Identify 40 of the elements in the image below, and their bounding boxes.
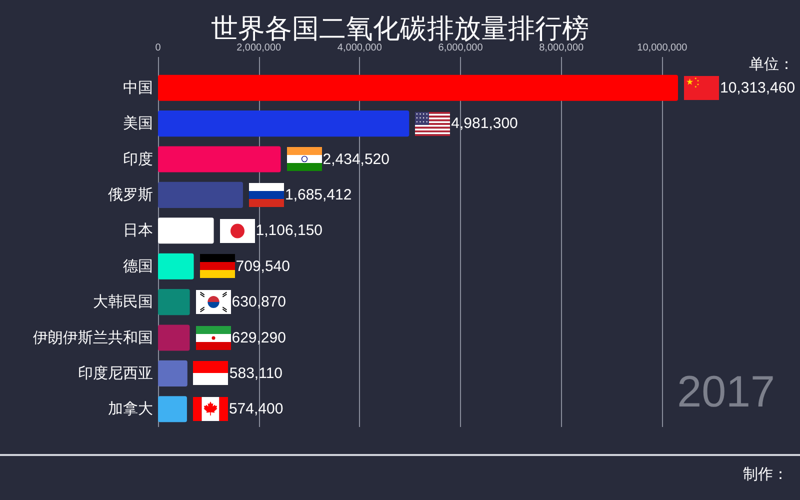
bar <box>158 146 281 172</box>
y-tick-label: 俄罗斯 <box>108 186 153 204</box>
data-label: 1,106,150 <box>256 222 323 240</box>
data-label: 1,685,412 <box>284 186 352 204</box>
text: 制作： <box>743 466 788 483</box>
data-label: 2,434,520 <box>322 150 390 168</box>
x-tick-label: 10,000,000 <box>637 42 688 54</box>
data-label: 629,290 <box>232 329 286 346</box>
data-label: 10,313,460 <box>720 79 796 96</box>
x-tick-label: 0 <box>155 42 162 54</box>
y-tick-label: 伊朗伊斯兰共和国 <box>33 329 153 346</box>
y-tick-label: 日本 <box>123 222 153 240</box>
x-tick-label: 6,000,000 <box>438 42 484 54</box>
data-label: 4,981,300 <box>451 115 518 132</box>
bar <box>158 396 187 422</box>
y-tick-label: 加拿大 <box>108 400 153 418</box>
bar <box>158 253 194 280</box>
bar <box>158 74 678 101</box>
data-label: 574,400 <box>228 400 284 418</box>
x-tick-label: 8,000,000 <box>539 42 584 54</box>
bar <box>158 360 188 386</box>
y-tick-label: 大韩民国 <box>93 294 153 311</box>
bar <box>158 324 190 351</box>
y-tick-label: 印度尼西亚 <box>78 364 153 382</box>
y-tick-label: 美国 <box>123 115 153 132</box>
bar <box>158 182 243 208</box>
data-label: 630,870 <box>232 294 286 311</box>
y-tick-label: 德国 <box>123 258 153 275</box>
x-tick-label: 2,000,000 <box>236 42 282 54</box>
bar <box>158 218 214 244</box>
y-tick-label: 印度 <box>123 150 153 168</box>
chart-title: 世界各国二氧化碳排放量排行榜 <box>211 14 589 44</box>
text: 单位： <box>749 56 794 73</box>
bar <box>158 289 190 316</box>
y-tick-label: 中国 <box>123 79 153 96</box>
data-label: 583,110 <box>229 364 283 382</box>
bar <box>158 110 410 137</box>
data-label: 709,540 <box>236 258 290 275</box>
annotation: 2017 <box>677 368 776 416</box>
x-tick-label: 4,000,000 <box>337 42 382 54</box>
